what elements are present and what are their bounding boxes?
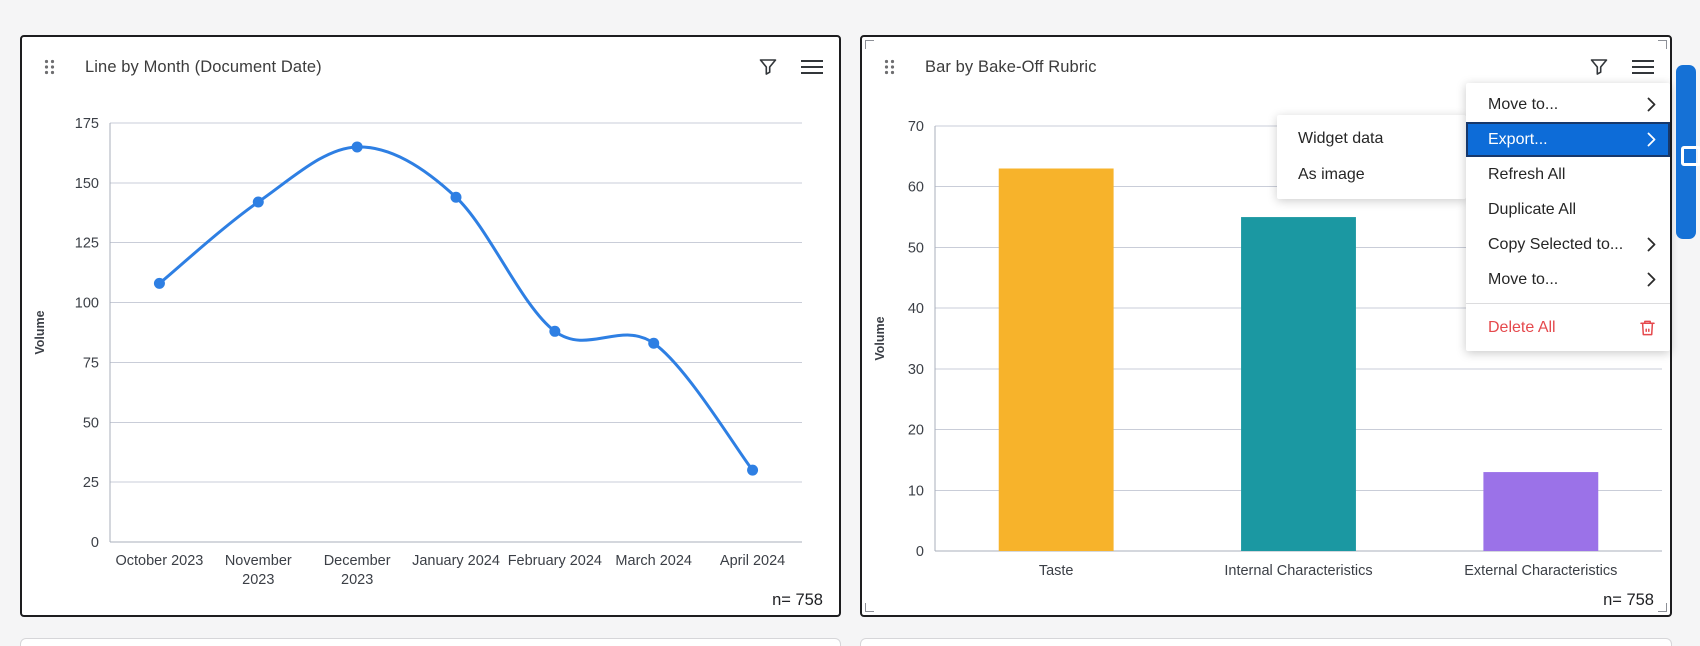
- svg-text:October 2023: October 2023: [115, 553, 203, 569]
- menu-item-label: Delete All: [1488, 318, 1556, 336]
- menu-item-label: Refresh All: [1488, 165, 1566, 183]
- svg-text:30: 30: [908, 362, 924, 378]
- menu-item-copy-selected-to[interactable]: Copy Selected to...: [1466, 227, 1670, 262]
- widget-line-chart[interactable]: Line by Month (Document Date) 0 25 50 75 100…: [20, 35, 841, 617]
- menu-item-delete-all[interactable]: Delete All: [1466, 310, 1670, 345]
- svg-text:External Characteristics: External Characteristics: [1464, 563, 1617, 579]
- selection-corner: [1658, 40, 1667, 49]
- svg-text:2023: 2023: [341, 572, 373, 588]
- svg-text:50: 50: [83, 415, 99, 431]
- svg-text:50: 50: [908, 240, 924, 256]
- svg-text:Taste: Taste: [1039, 563, 1074, 579]
- svg-text:125: 125: [75, 236, 99, 252]
- menu-item-label: Move to...: [1488, 270, 1559, 288]
- chevron-right-icon: [1647, 237, 1656, 252]
- menu-item-refresh-all[interactable]: Refresh All: [1466, 157, 1670, 192]
- drag-handle-icon[interactable]: [884, 59, 895, 75]
- chevron-right-icon: [1647, 272, 1656, 287]
- svg-text:2023: 2023: [242, 572, 274, 588]
- svg-text:April 2024: April 2024: [720, 553, 785, 569]
- svg-text:75: 75: [83, 355, 99, 371]
- chevron-right-icon: [1647, 132, 1656, 147]
- menu-item-label: Export...: [1488, 130, 1548, 148]
- export-submenu: Widget data As image: [1277, 115, 1466, 199]
- selection-corner: [865, 40, 874, 49]
- widget-title: Line by Month (Document Date): [85, 57, 322, 76]
- widget-header-actions: [1588, 56, 1654, 78]
- menu-item-label: Copy Selected to...: [1488, 235, 1624, 253]
- svg-text:November: November: [225, 553, 292, 569]
- submenu-item-label: As image: [1298, 166, 1365, 183]
- scrollbar-thumb[interactable]: [1676, 65, 1696, 239]
- selection-corner: [865, 603, 874, 612]
- widget-below-fold-left[interactable]: [20, 638, 841, 646]
- hamburger-menu-icon[interactable]: [801, 56, 823, 78]
- menu-item-move-to-2[interactable]: Move to...: [1466, 262, 1670, 297]
- submenu-item-widget-data[interactable]: Widget data: [1277, 121, 1466, 157]
- svg-text:March 2024: March 2024: [615, 553, 692, 569]
- widget-header: Line by Month (Document Date): [22, 51, 839, 83]
- svg-text:0: 0: [91, 535, 99, 551]
- menu-item-move-to[interactable]: Move to...: [1466, 87, 1670, 122]
- svg-text:25: 25: [83, 475, 99, 491]
- bar-chart: 0 10 20 30 40 50 60 70 Volume Taste Internal Chara…: [873, 119, 1662, 579]
- line-chart: 0 25 50 75 100 125 150 175 Volume October 2023 Nov…: [33, 116, 802, 588]
- svg-text:Internal Characteristics: Internal Characteristics: [1224, 563, 1372, 579]
- svg-text:December: December: [324, 553, 391, 569]
- menu-divider: [1466, 303, 1670, 304]
- svg-text:Volume: Volume: [33, 310, 47, 354]
- svg-text:70: 70: [908, 119, 924, 135]
- svg-text:February 2024: February 2024: [508, 553, 602, 569]
- trash-icon: [1640, 320, 1655, 335]
- widget-header-actions: [757, 56, 823, 78]
- menu-item-label: Move to...: [1488, 95, 1559, 113]
- svg-text:40: 40: [908, 301, 924, 317]
- context-menu: Move to... Export... Refresh All Duplicate …: [1466, 83, 1670, 351]
- submenu-item-as-image[interactable]: As image: [1277, 157, 1466, 193]
- submenu-item-label: Widget data: [1298, 130, 1384, 147]
- svg-text:100: 100: [75, 296, 99, 312]
- svg-text:60: 60: [908, 180, 924, 196]
- svg-text:10: 10: [908, 483, 924, 499]
- sample-size-label: n= 758: [772, 591, 823, 609]
- filter-icon[interactable]: [1588, 56, 1610, 78]
- svg-text:20: 20: [908, 423, 924, 439]
- hamburger-menu-icon[interactable]: [1632, 56, 1654, 78]
- sample-size-label: n= 758: [1603, 591, 1654, 609]
- menu-item-export[interactable]: Export...: [1466, 122, 1670, 157]
- drag-handle-icon[interactable]: [44, 59, 55, 75]
- widget-below-fold-right[interactable]: [860, 638, 1672, 646]
- selection-corner: [1658, 603, 1667, 612]
- chevron-right-icon: [1647, 97, 1656, 112]
- menu-item-duplicate-all[interactable]: Duplicate All: [1466, 192, 1670, 227]
- svg-text:150: 150: [75, 176, 99, 192]
- scroll-handle-square-icon: [1681, 146, 1700, 166]
- widget-header: Bar by Bake-Off Rubric: [862, 51, 1670, 83]
- svg-text:175: 175: [75, 116, 99, 132]
- svg-text:Volume: Volume: [873, 316, 887, 360]
- svg-text:0: 0: [916, 544, 924, 560]
- svg-text:January 2024: January 2024: [412, 553, 500, 569]
- filter-icon[interactable]: [757, 56, 779, 78]
- menu-item-label: Duplicate All: [1488, 200, 1577, 218]
- widget-title: Bar by Bake-Off Rubric: [925, 57, 1097, 76]
